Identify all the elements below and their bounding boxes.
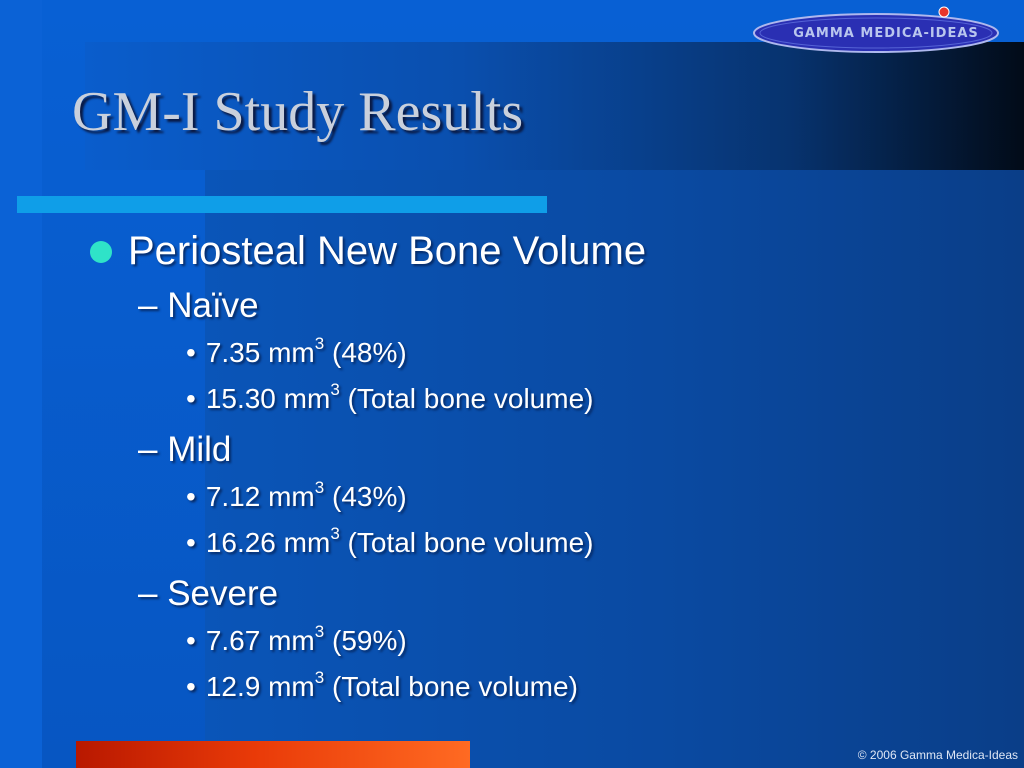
bullet-dot-icon <box>90 241 112 263</box>
sub-bullet-icon: • <box>186 337 196 368</box>
item-note: (Total bone volume) <box>339 527 594 558</box>
group-label: Mild <box>167 430 232 469</box>
item-value: 7.12 mm <box>205 481 315 512</box>
sub-bullet-icon: • <box>186 527 196 558</box>
list-item: • 12.9 mm3 (Total bone volume) <box>88 664 988 710</box>
dash-marker: – <box>138 574 158 613</box>
item-unit-exponent: 3 <box>314 334 325 353</box>
slide-title: GM-I Study Results <box>72 81 524 143</box>
item-value: 12.9 mm <box>205 671 315 702</box>
list-item: • 16.26 mm3 (Total bone volume) <box>88 520 988 566</box>
group-mild: – Mild <box>88 426 988 474</box>
item-unit-exponent: 3 <box>314 668 325 687</box>
background-content-panel <box>205 170 1024 768</box>
background-left-strip <box>0 0 42 768</box>
item-value: 16.26 mm <box>205 527 331 558</box>
item-note: (Total bone volume) <box>339 383 594 414</box>
list-item: • 7.12 mm3 (43%) <box>88 474 988 520</box>
item-unit-exponent: 3 <box>314 622 325 641</box>
item-value: 7.35 mm <box>205 337 315 368</box>
footer-accent-bar <box>76 741 470 768</box>
group-naive: – Naïve <box>88 282 988 330</box>
slide-content: Periosteal New Bone Volume – Naïve • 7.35… <box>88 224 988 710</box>
group-severe: – Severe <box>88 570 988 618</box>
sub-bullet-icon: • <box>186 383 196 414</box>
item-note: (Total bone volume) <box>324 671 578 702</box>
dash-marker: – <box>138 430 158 469</box>
company-logo: GAMMA MEDICA-IDEAS <box>752 6 1020 54</box>
logo-ellipse-icon <box>753 6 999 53</box>
item-unit-exponent: 3 <box>314 478 325 497</box>
list-item: • 15.30 mm3 (Total bone volume) <box>88 376 988 422</box>
main-bullet: Periosteal New Bone Volume <box>88 224 988 278</box>
group-label: Severe <box>167 574 279 613</box>
logo-text: GAMMA MEDICA-IDEAS <box>793 26 979 41</box>
list-item: • 7.35 mm3 (48%) <box>88 330 988 376</box>
dash-marker: – <box>138 286 158 325</box>
list-item: • 7.67 mm3 (59%) <box>88 618 988 664</box>
item-note: (59%) <box>324 625 407 656</box>
item-note: (48%) <box>324 337 407 368</box>
item-value: 7.67 mm <box>205 625 315 656</box>
title-gradient-band <box>85 42 1024 170</box>
sub-bullet-icon: • <box>186 671 196 702</box>
item-unit-exponent: 3 <box>330 524 340 543</box>
title-accent-bar <box>17 196 547 213</box>
item-value: 15.30 mm <box>205 383 331 414</box>
sub-bullet-icon: • <box>186 625 196 656</box>
item-note: (43%) <box>324 481 407 512</box>
group-label: Naïve <box>167 286 259 325</box>
main-bullet-text: Periosteal New Bone Volume <box>128 229 647 273</box>
item-unit-exponent: 3 <box>330 380 340 399</box>
sub-bullet-icon: • <box>186 481 196 512</box>
copyright-footer: © 2006 Gamma Medica-Ideas <box>857 748 1018 762</box>
